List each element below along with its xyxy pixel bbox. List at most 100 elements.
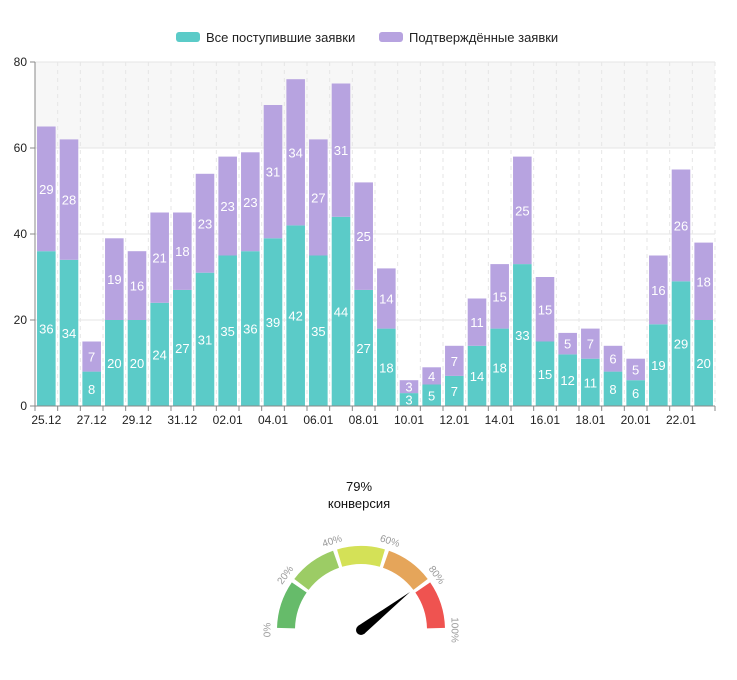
bar-label-confirmed: 28 [62, 193, 76, 208]
bar-confirmed-17.01[interactable] [558, 332, 577, 355]
bar-label-confirmed: 31 [266, 165, 280, 180]
bar-all-04.01[interactable] [263, 238, 283, 406]
bar-label-confirmed: 15 [538, 302, 552, 317]
bar-confirmed-16.01[interactable] [535, 277, 555, 342]
bar-confirmed-18.01[interactable] [581, 328, 600, 359]
bar-label-confirmed: 18 [175, 244, 189, 259]
bar-confirmed-20.01[interactable] [626, 358, 645, 381]
bar-all-15.01[interactable] [513, 264, 532, 406]
bar-all-25.12[interactable] [37, 251, 56, 406]
bar-confirmed-03.01[interactable] [241, 152, 260, 252]
bar-all-07.01[interactable] [331, 216, 351, 406]
bar-label-all: 27 [356, 341, 370, 356]
bar-all-08.01[interactable] [354, 289, 373, 406]
gauge-bands [277, 546, 445, 629]
bar-confirmed-22.01[interactable] [671, 169, 691, 282]
bar-all-06.01[interactable] [309, 255, 328, 407]
bar-all-20.01[interactable] [626, 380, 645, 406]
conversion-gauge: 79% конверсия 0%20%40% 60%80%100% [263, 479, 460, 643]
bar-confirmed-26.12[interactable] [59, 139, 79, 260]
gauge-tick-label: 40% [321, 533, 344, 550]
y-tick-label: 0 [20, 399, 27, 413]
bar-label-all: 8 [609, 382, 616, 397]
bar-confirmed-02.01[interactable] [218, 156, 237, 256]
bar-confirmed-11.01[interactable] [422, 367, 441, 385]
bar-label-confirmed: 7 [451, 354, 458, 369]
bar-label-all: 35 [220, 324, 234, 339]
bar-all-05.01[interactable] [286, 225, 305, 406]
bar-all-29.12[interactable] [127, 320, 147, 406]
bar-all-10.01[interactable] [399, 393, 419, 406]
bar-label-confirmed: 25 [356, 229, 370, 244]
bar-confirmed-01.01[interactable] [195, 173, 215, 273]
bar-label-confirmed: 23 [220, 199, 234, 214]
bar-confirmed-05.01[interactable] [286, 79, 305, 226]
bar-confirmed-21.01[interactable] [649, 255, 668, 325]
bar-label-all: 36 [39, 322, 53, 337]
x-tick-label: 06.01 [303, 413, 333, 427]
bar-confirmed-13.01[interactable] [467, 298, 487, 346]
bar-all-09.01[interactable] [377, 328, 396, 406]
bar-confirmed-23.01[interactable] [694, 242, 713, 320]
bar-all-26.12[interactable] [59, 259, 79, 406]
bar-confirmed-12.01[interactable] [445, 345, 464, 376]
bar-confirmed-31.12[interactable] [173, 212, 192, 290]
bar-confirmed-04.01[interactable] [263, 105, 283, 239]
x-tick-label: 14.01 [485, 413, 515, 427]
bar-all-21.01[interactable] [649, 324, 668, 406]
bar-confirmed-19.01[interactable] [603, 345, 623, 372]
legend-label-confirmed[interactable]: Подтверждённые заявки [409, 30, 558, 45]
legend-label-all[interactable]: Все поступившие заявки [206, 30, 355, 45]
bar-label-all: 3 [405, 393, 412, 408]
bar-all-30.12[interactable] [150, 302, 169, 406]
bar-all-28.12[interactable] [105, 320, 124, 406]
bar-confirmed-09.01[interactable] [377, 268, 396, 329]
bar-label-all: 8 [88, 382, 95, 397]
x-tick-label: 02.01 [213, 413, 243, 427]
bar-confirmed-14.01[interactable] [490, 264, 509, 329]
bar-confirmed-29.12[interactable] [127, 251, 147, 320]
bar-all-16.01[interactable] [535, 341, 555, 407]
bar-confirmed-27.12[interactable] [82, 341, 101, 372]
bar-label-all: 39 [266, 315, 280, 330]
bar-label-confirmed: 16 [130, 279, 144, 294]
bar-all-31.12[interactable] [173, 289, 192, 406]
bar-confirmed-10.01[interactable] [399, 380, 419, 394]
legend: Все поступившие заявки Подтверждённые за… [176, 30, 558, 45]
bar-all-27.12[interactable] [82, 371, 101, 406]
bar-confirmed-15.01[interactable] [513, 156, 532, 265]
bar-all-22.01[interactable] [671, 281, 691, 406]
bar-all-03.01[interactable] [241, 251, 260, 406]
bar-all-19.01[interactable] [603, 371, 623, 406]
bar-confirmed-07.01[interactable] [331, 83, 351, 217]
bar-label-confirmed: 29 [39, 182, 53, 197]
bar-all-18.01[interactable] [581, 358, 600, 406]
bar-label-all: 33 [515, 328, 529, 343]
x-tick-label: 22.01 [666, 413, 696, 427]
bar-confirmed-28.12[interactable] [105, 238, 124, 320]
bar-confirmed-25.12[interactable] [37, 126, 56, 252]
bar-all-02.01[interactable] [218, 255, 237, 407]
bar-all-23.01[interactable] [694, 320, 713, 406]
bar-all-14.01[interactable] [490, 328, 509, 406]
bar-all-11.01[interactable] [422, 384, 441, 407]
bar-label-all: 42 [288, 309, 302, 324]
bar-all-01.01[interactable] [195, 272, 215, 406]
x-tick-label: 27.12 [77, 413, 107, 427]
bar-label-confirmed: 7 [88, 350, 95, 365]
x-tick-label: 29.12 [122, 413, 152, 427]
bar-all-13.01[interactable] [467, 345, 487, 406]
bar-confirmed-06.01[interactable] [309, 139, 328, 256]
bar-all-17.01[interactable] [558, 354, 577, 406]
x-axis: 25.12 27.12 29.12 31.12 02.01 04.01 06.01 08.01… [31, 405, 716, 427]
bar-label-confirmed: 18 [696, 274, 710, 289]
bar-label-all: 36 [243, 322, 257, 337]
x-tick-label: 31.12 [167, 413, 197, 427]
bar-confirmed-08.01[interactable] [354, 182, 373, 290]
gauge-band-20-40 [294, 550, 340, 590]
bar-all-12.01[interactable] [445, 375, 464, 406]
bar-label-confirmed: 16 [651, 283, 665, 298]
bar-confirmed-30.12[interactable] [150, 212, 169, 303]
bar-label-all: 6 [632, 386, 639, 401]
